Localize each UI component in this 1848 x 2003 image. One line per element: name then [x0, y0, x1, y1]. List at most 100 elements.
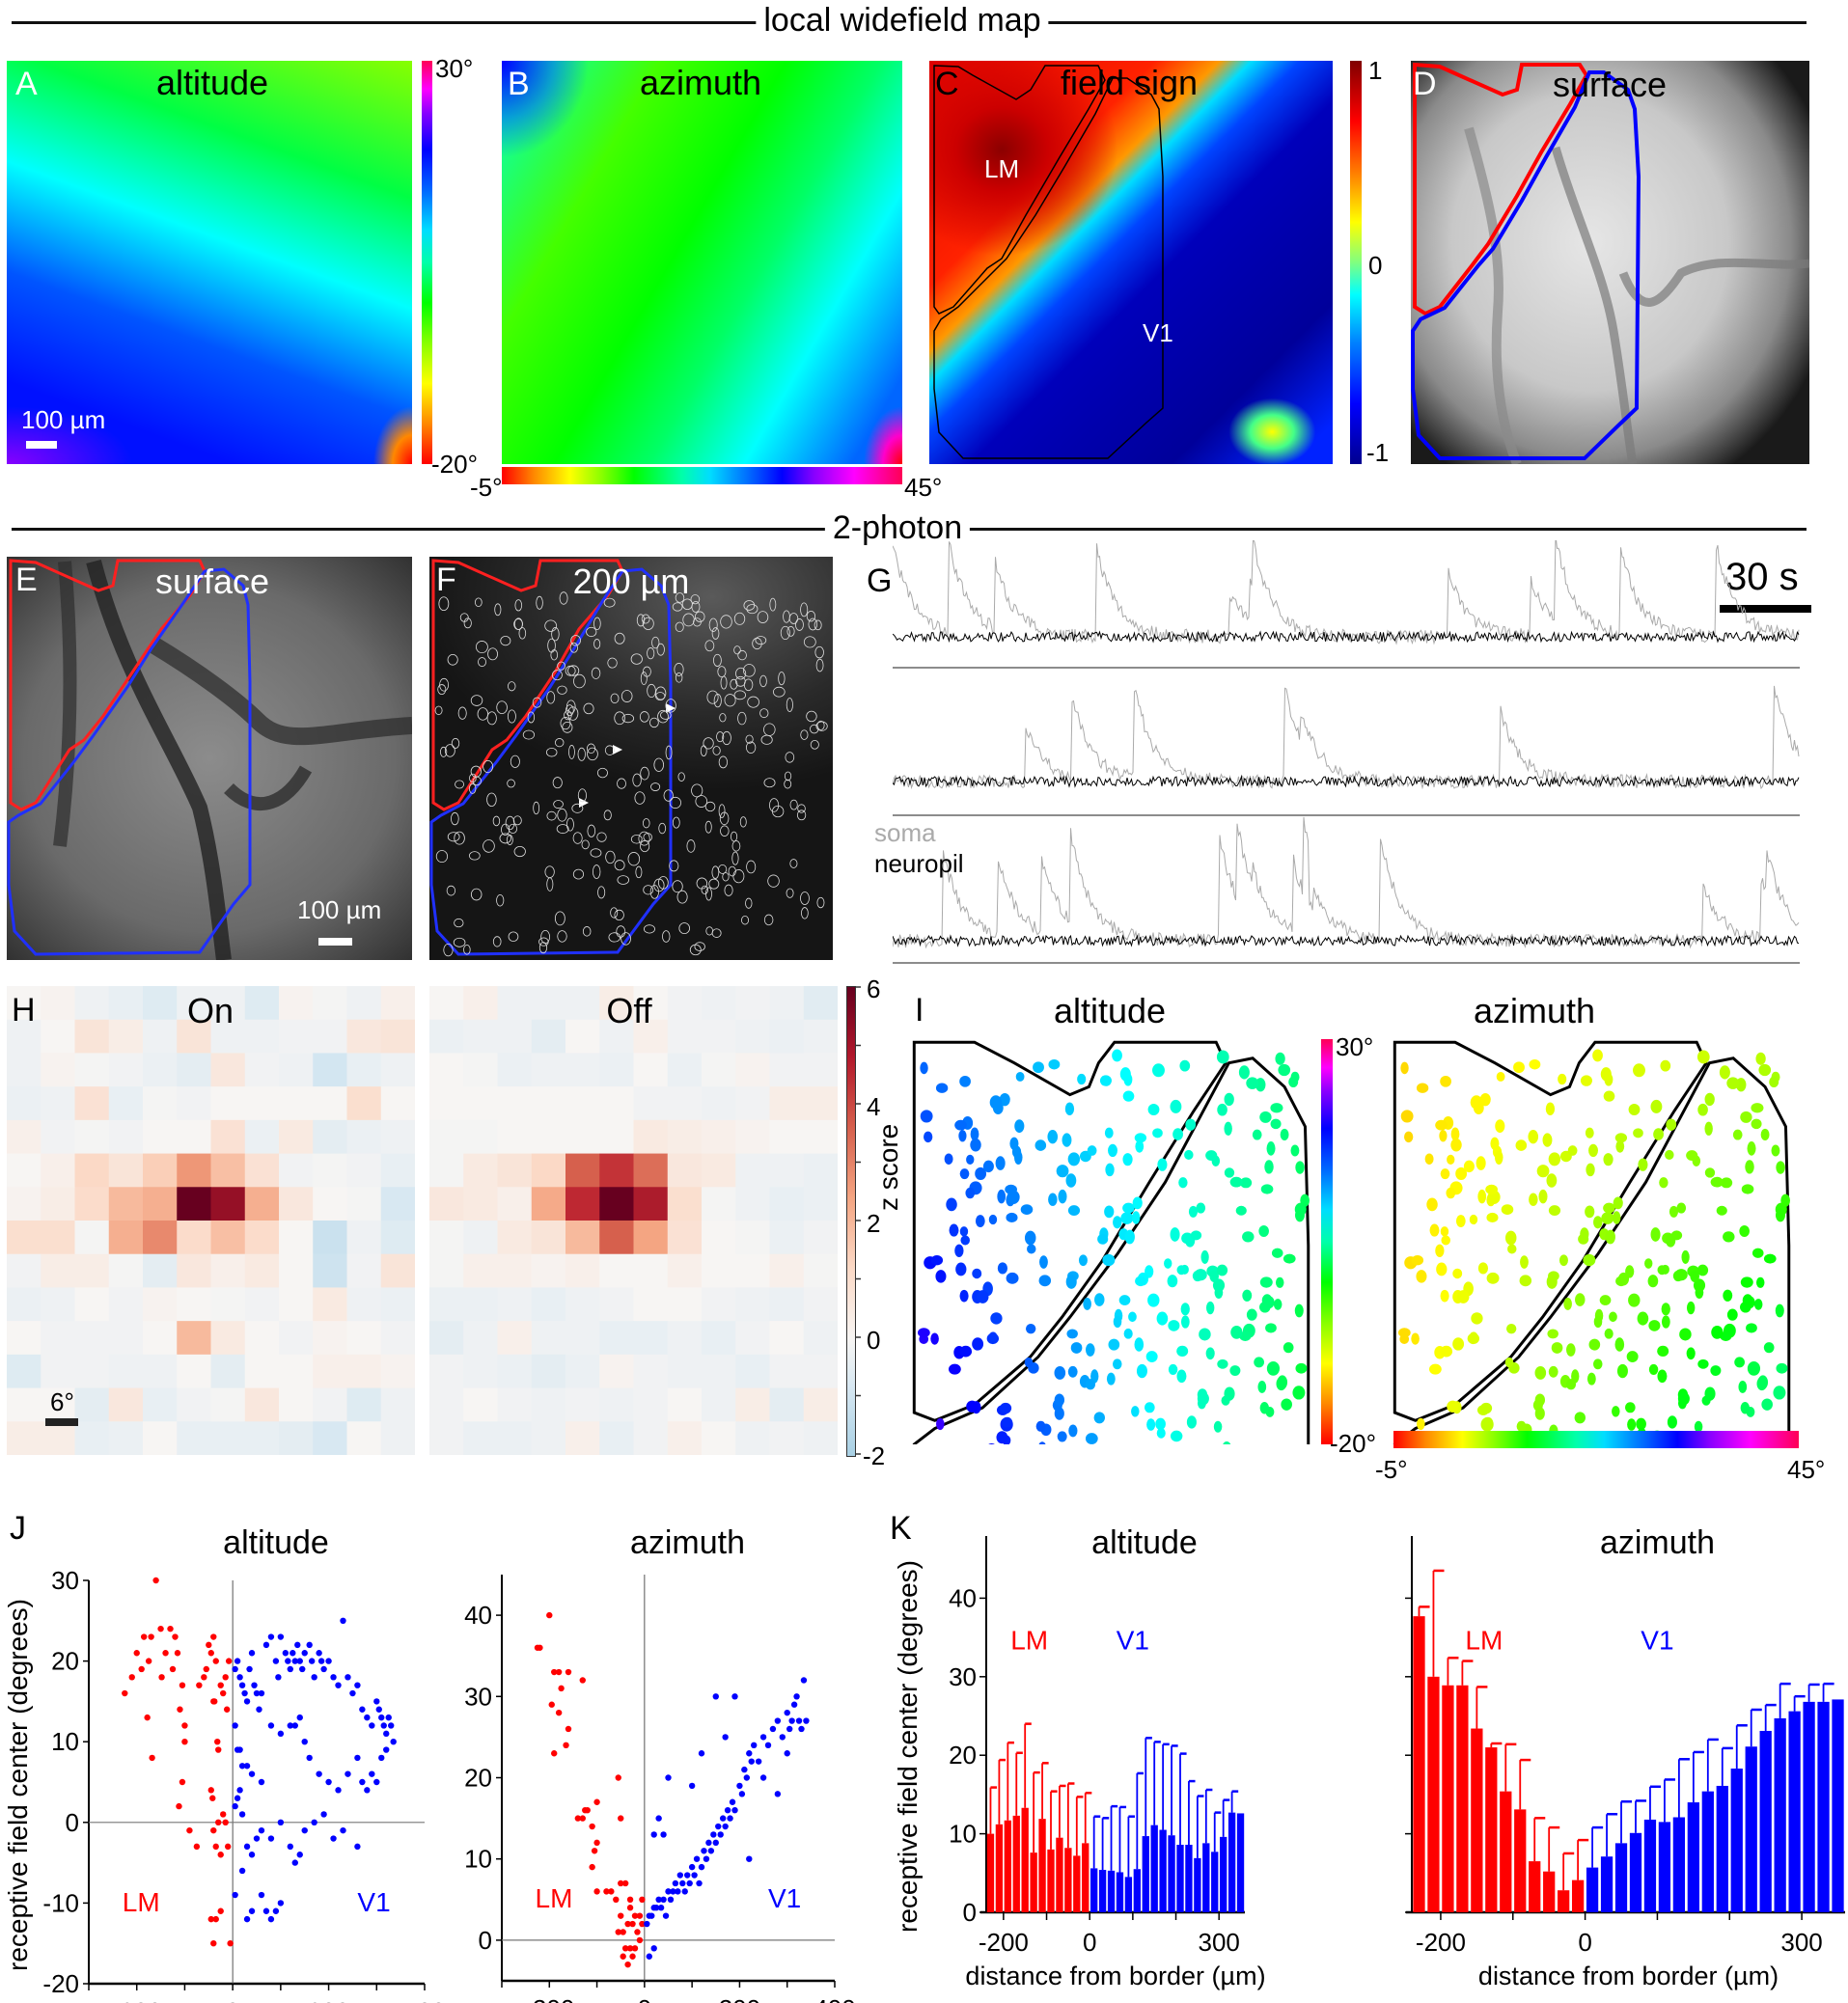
- roi-outline: [803, 636, 816, 648]
- bar-lm: [995, 1824, 1004, 1912]
- cell-dot: [1411, 1332, 1420, 1345]
- cell-dot: [1723, 1289, 1733, 1302]
- scatter-point-v1: [679, 1880, 686, 1887]
- heatmap-cell: [41, 1086, 75, 1121]
- heatmap-cell: [177, 1187, 211, 1221]
- cell-dot: [1593, 1216, 1603, 1229]
- heatmap-cell: [769, 1053, 805, 1087]
- cell-dot: [1273, 1299, 1283, 1310]
- cell-dot: [1235, 1205, 1247, 1216]
- scatter-point-lm: [203, 1665, 209, 1673]
- zscore-colorbar-ticks: [855, 986, 861, 1455]
- scatter-point-v1: [340, 1617, 346, 1624]
- heatmap-cell: [803, 1421, 838, 1455]
- x-tick-label: 200: [719, 1994, 760, 2003]
- scatter-point-lm: [621, 1880, 629, 1887]
- roi-outline: [532, 697, 542, 708]
- scatter-point-lm: [639, 1896, 646, 1903]
- roi-outline: [708, 878, 720, 890]
- roi-outline: [731, 851, 739, 865]
- cell-dot: [1229, 1365, 1241, 1377]
- scatter-point-lm: [169, 1665, 177, 1673]
- roi-outline: [672, 880, 683, 893]
- scatter-point-v1: [759, 1774, 767, 1781]
- heatmap-cell: [177, 1019, 211, 1054]
- heatmap-cell: [667, 1153, 703, 1188]
- cell-dot: [1108, 1338, 1120, 1351]
- scatter-point-lm: [636, 1936, 644, 1944]
- bar-v1: [1774, 1717, 1786, 1912]
- roi-outline: [608, 932, 621, 943]
- scatter-point-lm: [181, 1739, 188, 1745]
- v1-annotation: V1: [1641, 1625, 1673, 1655]
- roi-outline: [453, 937, 466, 947]
- heatmap-cell: [143, 1019, 178, 1054]
- cell-dot: [1186, 1415, 1197, 1429]
- scatter-point-v1: [330, 1674, 337, 1681]
- heatmap-cell: [143, 1253, 178, 1288]
- x-axis-label: distance from border (µm): [965, 1962, 1265, 1990]
- roi-outline: [444, 744, 455, 757]
- heatmap-cell: [565, 1387, 600, 1422]
- cell-dot: [1613, 1211, 1621, 1224]
- heatmap-cell: [346, 1253, 382, 1288]
- soma-trace: [893, 685, 1800, 790]
- heatmap-cell: [429, 1221, 464, 1255]
- cell-dot: [1534, 1393, 1546, 1407]
- heatmap-cell: [531, 1119, 566, 1155]
- roi-outline: [544, 619, 558, 632]
- heatmap-cell: [702, 1321, 736, 1356]
- panel-h-scale-bar-label: 6°: [50, 1387, 74, 1416]
- cell-dot: [1490, 1137, 1500, 1150]
- heatmap-cell: [143, 1387, 178, 1422]
- roi-outline: [703, 737, 714, 750]
- cell-dot: [1613, 1196, 1623, 1210]
- scatter-point-lm: [152, 1577, 159, 1584]
- heatmap-cell: [531, 1153, 566, 1188]
- heatmap-cell: [735, 1387, 770, 1422]
- cell-dot: [920, 1061, 928, 1075]
- scatter-point-v1: [779, 1734, 786, 1741]
- scatter-point-lm: [631, 1945, 639, 1952]
- cell-dot: [1025, 1323, 1036, 1334]
- scatter-point-v1: [691, 1872, 698, 1879]
- cell-dot: [1136, 1363, 1147, 1379]
- heatmap-cell: [244, 1221, 280, 1255]
- scatter-point-lm: [558, 1685, 565, 1692]
- heatmap-cell: [7, 1086, 41, 1121]
- roi-outline: [469, 782, 477, 794]
- heatmap-cell: [74, 986, 110, 1021]
- cell-dot: [1242, 1289, 1253, 1302]
- heatmap-cell: [7, 1153, 41, 1188]
- heatmap-cell: [380, 1153, 415, 1188]
- bar-lm: [1558, 1890, 1570, 1912]
- cell-dot: [1661, 1315, 1670, 1329]
- scatter-point-lm: [629, 1920, 636, 1928]
- heatmap-cell: [313, 1287, 347, 1322]
- k-chart-title: altitude: [1091, 1524, 1198, 1561]
- cell-dot: [1064, 1102, 1075, 1116]
- roi-outline: [557, 661, 565, 671]
- heatmap-cell: [463, 1221, 498, 1255]
- heatmap-cell: [463, 1153, 498, 1188]
- roi-outline: [556, 824, 569, 835]
- cell-dot: [1436, 1262, 1448, 1276]
- heatmap-cell: [41, 1187, 75, 1221]
- bar-v1: [1614, 1843, 1628, 1912]
- cell-dot: [1258, 1225, 1269, 1237]
- scatter-point-v1: [383, 1730, 390, 1738]
- heatmap-cell: [380, 1019, 415, 1054]
- heatmap-cell: [108, 1253, 144, 1288]
- heatmap-cell: [702, 1287, 736, 1322]
- panel-i-letter: I: [915, 992, 924, 1029]
- cell-dot: [989, 1095, 1003, 1110]
- cell-dot: [1259, 1111, 1272, 1123]
- cell-dot: [1440, 1168, 1450, 1180]
- cell-dot: [1647, 1275, 1659, 1288]
- heatmap-cell: [599, 1153, 634, 1188]
- cell-dot: [1592, 1049, 1603, 1062]
- cell-dot: [1516, 1420, 1527, 1432]
- cell-dot: [1447, 1154, 1455, 1165]
- cell-dot: [1745, 1160, 1754, 1174]
- roi-outline: [640, 766, 649, 781]
